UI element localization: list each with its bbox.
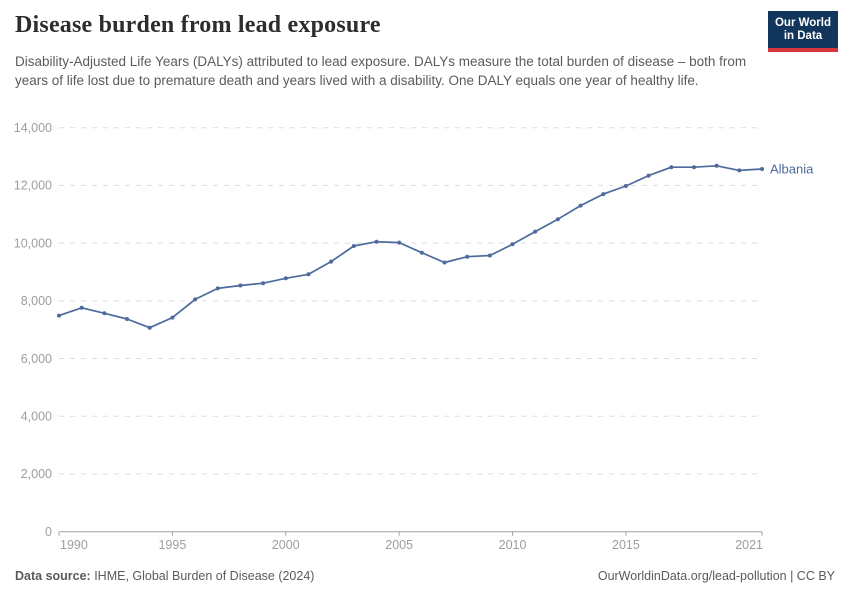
data-point-albania-1991[interactable]: [79, 305, 84, 310]
x-tick-label-1990: 1990: [60, 538, 88, 552]
data-point-albania-1997[interactable]: [215, 286, 220, 291]
data-point-albania-1998[interactable]: [238, 283, 243, 288]
data-point-albania-2020[interactable]: [737, 168, 742, 173]
data-point-albania-1995[interactable]: [170, 315, 175, 320]
y-tick-label-0: 0: [45, 525, 52, 539]
data-point-albania-2008[interactable]: [465, 254, 470, 259]
data-point-albania-2000[interactable]: [283, 276, 288, 281]
y-tick-label-4000: 4,000: [21, 409, 52, 423]
data-point-albania-1996[interactable]: [193, 297, 198, 302]
data-point-albania-2010[interactable]: [510, 242, 515, 247]
page-title: Disease burden from lead exposure: [15, 12, 381, 38]
data-point-albania-2007[interactable]: [442, 260, 447, 265]
credit-link[interactable]: OurWorldinData.org/lead-pollution | CC B…: [597, 569, 835, 583]
chart-subtitle: Disability-Adjusted Life Years (DALYs) a…: [15, 54, 747, 88]
y-tick-label-14000: 14,000: [14, 121, 52, 135]
series-end-label-albania[interactable]: Albania: [770, 161, 814, 176]
data-point-albania-1992[interactable]: [102, 311, 107, 316]
data-point-albania-1990[interactable]: [57, 313, 61, 318]
data-point-albania-2005[interactable]: [397, 240, 402, 245]
y-tick-label-12000: 12,000: [14, 179, 52, 193]
data-source: Data source: IHME, Global Burden of Dise…: [15, 569, 314, 584]
data-point-albania-2004[interactable]: [374, 239, 379, 244]
data-point-albania-2001[interactable]: [306, 272, 311, 277]
x-tick-label-2015: 2015: [612, 538, 640, 552]
data-point-albania-2016[interactable]: [646, 173, 651, 178]
data-point-albania-2012[interactable]: [555, 217, 560, 222]
y-tick-label-2000: 2,000: [21, 467, 52, 481]
owid-logo[interactable]: Our World in Data: [768, 11, 838, 52]
data-point-albania-2014[interactable]: [601, 192, 606, 197]
series-line-albania[interactable]: [58, 164, 763, 329]
data-point-albania-2009[interactable]: [487, 253, 492, 258]
data-point-albania-2018[interactable]: [692, 165, 696, 170]
data-source-label: Data source:: [15, 569, 91, 583]
data-point-albania-2011[interactable]: [533, 229, 538, 234]
data-point-albania-2019[interactable]: [714, 163, 719, 168]
data-point-albania-2013[interactable]: [578, 203, 583, 208]
data-point-albania-1993[interactable]: [125, 317, 129, 321]
x-tick-label-2010: 2010: [499, 538, 527, 552]
data-point-albania-2006[interactable]: [419, 250, 424, 255]
data-point-albania-1999[interactable]: [261, 281, 266, 286]
owid-logo-line1: Our World: [774, 17, 831, 29]
data-point-albania-2003[interactable]: [351, 244, 356, 248]
y-tick-label-10000: 10,000: [14, 236, 52, 250]
data-point-albania-2002[interactable]: [329, 259, 334, 264]
x-tick-label-2000: 2000: [272, 538, 300, 552]
data-point-albania-2017[interactable]: [669, 165, 674, 170]
data-point-albania-2021[interactable]: [760, 167, 764, 171]
x-tick-label-1995: 1995: [158, 538, 186, 552]
chart-footer: Data source: IHME, Global Burden of Dise…: [15, 569, 835, 584]
y-tick-label-6000: 6,000: [21, 352, 52, 366]
data-point-albania-2015[interactable]: [623, 184, 628, 188]
y-tick-label-8000: 8,000: [21, 294, 52, 308]
owid-logo-line2: in Data: [783, 30, 823, 42]
data-source-value: IHME, Global Burden of Disease (2024): [90, 569, 315, 583]
x-tick-label-2021: 2021: [735, 538, 763, 552]
data-point-albania-1994[interactable]: [147, 325, 152, 330]
x-tick-label-2005: 2005: [385, 538, 413, 552]
